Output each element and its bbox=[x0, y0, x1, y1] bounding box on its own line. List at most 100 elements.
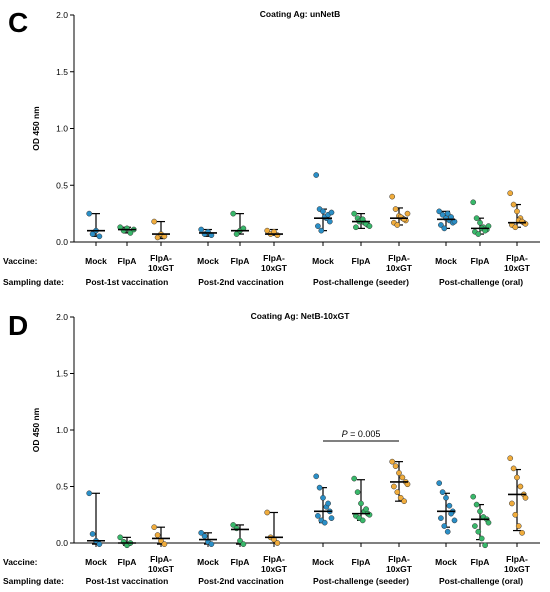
y-tick-label: 2.0 bbox=[56, 10, 68, 20]
vaccine-label: Mock bbox=[312, 256, 334, 266]
vaccine-label: FlpA- bbox=[506, 554, 528, 564]
y-tick-label: 0.0 bbox=[56, 538, 68, 548]
vaccine-label: FlpA bbox=[352, 557, 371, 567]
y-tick-label: 1.5 bbox=[56, 67, 68, 77]
data-point bbox=[316, 484, 323, 491]
data-point bbox=[517, 483, 524, 490]
vaccine-label: FlpA- bbox=[388, 253, 410, 263]
data-point bbox=[477, 508, 483, 515]
data-point bbox=[96, 233, 103, 240]
data-point bbox=[473, 501, 480, 508]
data-point bbox=[328, 515, 335, 521]
data-point bbox=[325, 500, 331, 507]
data-point bbox=[477, 219, 483, 226]
data-point bbox=[117, 534, 124, 541]
data-point bbox=[475, 528, 482, 535]
data-point bbox=[438, 222, 444, 228]
vaccine-label: FlpA- bbox=[263, 253, 285, 263]
vaccine-label: 10xGT bbox=[386, 263, 413, 273]
data-point bbox=[320, 494, 326, 501]
data-point bbox=[439, 489, 446, 495]
data-point bbox=[363, 506, 369, 512]
vaccine-label: FlpA bbox=[231, 256, 250, 266]
data-point bbox=[237, 537, 243, 544]
data-point bbox=[358, 500, 364, 507]
y-tick-label: 2.0 bbox=[56, 312, 68, 322]
sampling-group-label: Post-1st vaccination bbox=[86, 277, 169, 287]
data-point bbox=[392, 206, 399, 212]
p-value-label: P = 0.005 bbox=[342, 429, 381, 439]
data-point bbox=[509, 500, 515, 507]
data-point bbox=[519, 529, 525, 536]
data-point bbox=[89, 231, 96, 237]
data-point bbox=[446, 502, 453, 509]
data-point bbox=[436, 480, 443, 486]
data-point bbox=[475, 231, 482, 237]
vaccine-label: Mock bbox=[197, 256, 219, 266]
vaccine-label: FlpA bbox=[231, 557, 250, 567]
data-point bbox=[396, 470, 402, 476]
data-point bbox=[151, 218, 158, 225]
data-point bbox=[161, 541, 168, 547]
vaccine-label: FlpA bbox=[471, 557, 490, 567]
data-point bbox=[240, 541, 247, 547]
data-point bbox=[264, 509, 271, 516]
y-tick-label: 1.0 bbox=[56, 124, 68, 134]
data-point bbox=[472, 523, 478, 529]
data-point bbox=[198, 226, 205, 233]
data-point bbox=[470, 199, 477, 206]
data-point bbox=[485, 519, 492, 526]
vaccine-row-label: Vaccine: bbox=[3, 557, 38, 567]
vaccine-label: FlpA- bbox=[388, 554, 410, 564]
data-point bbox=[359, 517, 366, 524]
y-tick-label: 0.5 bbox=[56, 482, 68, 492]
data-point bbox=[96, 541, 103, 547]
data-point bbox=[208, 541, 215, 547]
data-point bbox=[151, 524, 158, 531]
data-point bbox=[443, 494, 449, 501]
data-point bbox=[404, 210, 411, 217]
sampling-group-label: Post-2nd vaccination bbox=[198, 277, 284, 287]
vaccine-label: 10xGT bbox=[504, 564, 531, 574]
data-point bbox=[154, 234, 161, 241]
sampling-row-label: Sampling date: bbox=[3, 576, 64, 586]
data-point bbox=[354, 489, 361, 495]
sampling-group-label: Post-2nd vaccination bbox=[198, 576, 284, 586]
vaccine-label: FlpA bbox=[118, 256, 137, 266]
vaccine-label: Mock bbox=[85, 557, 107, 567]
data-point bbox=[438, 515, 444, 521]
vaccine-label: FlpA bbox=[471, 256, 490, 266]
vaccine-label: 10xGT bbox=[261, 263, 288, 273]
data-point bbox=[441, 225, 448, 232]
vaccine-label: Mock bbox=[85, 256, 107, 266]
y-tick-label: 0.0 bbox=[56, 237, 68, 247]
y-axis-label: OD 450 nm bbox=[31, 407, 41, 452]
y-tick-label: 0.5 bbox=[56, 180, 68, 190]
data-point bbox=[321, 519, 328, 526]
data-point bbox=[507, 455, 514, 462]
data-point bbox=[198, 529, 205, 536]
chart-title: Coating Ag: NetB-10xGT bbox=[251, 311, 351, 321]
vaccine-label: Mock bbox=[197, 557, 219, 567]
data-point bbox=[478, 535, 485, 542]
data-point bbox=[127, 230, 134, 236]
data-point bbox=[512, 511, 519, 518]
y-tick-label: 1.0 bbox=[56, 425, 68, 435]
data-point bbox=[515, 523, 522, 529]
data-point bbox=[512, 224, 519, 231]
data-point bbox=[230, 210, 237, 217]
data-point bbox=[353, 224, 359, 231]
vaccine-label: 10xGT bbox=[386, 564, 413, 574]
data-point bbox=[313, 172, 320, 178]
data-point bbox=[351, 475, 358, 482]
vaccine-label: 10xGT bbox=[504, 263, 531, 273]
data-point bbox=[389, 458, 396, 465]
data-point bbox=[89, 531, 96, 537]
panel-d: D Coating Ag: NetB-10xGT 0.0 0.5 1.0 1.5 2.0 OD… bbox=[3, 310, 540, 586]
panel-letter: C bbox=[8, 7, 28, 38]
data-point bbox=[315, 223, 321, 229]
data-point bbox=[233, 231, 240, 237]
data-point bbox=[320, 208, 326, 215]
sampling-group-label: Post-challenge (seeder) bbox=[313, 277, 409, 287]
